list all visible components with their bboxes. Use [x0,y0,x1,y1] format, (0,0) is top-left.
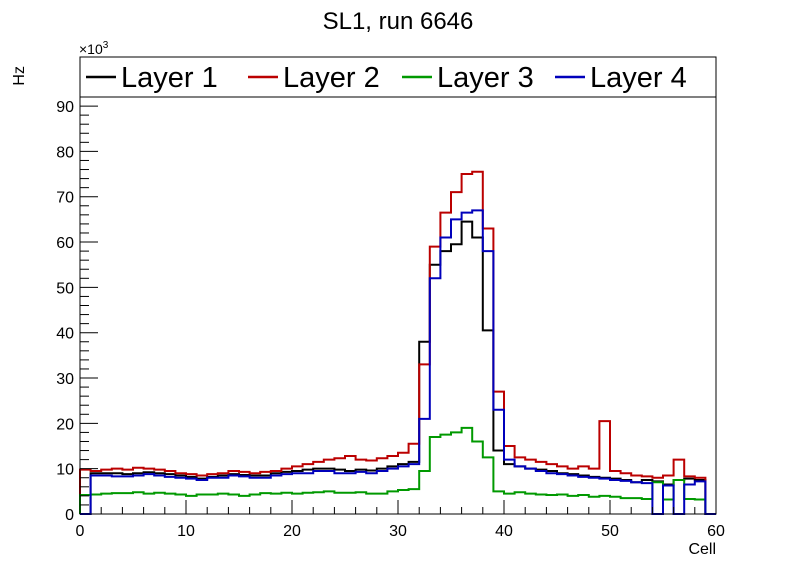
y-tick-label: 0 [65,507,74,524]
legend-label-layer-4: Layer 4 [590,62,687,94]
plot-area [79,170,716,515]
y-tick-label: 80 [56,144,74,161]
chart-title: SL1, run 6646 [323,8,474,35]
axes: 0 10 20 30 40 50 60 0 10 20 30 40 50 60 70 80 90 [56,96,725,540]
x-axis-label: Cell [688,541,716,558]
y-tick-label: 90 [56,99,74,116]
y-axis-multiplier-exponent: 3 [103,40,109,51]
x-tick-label: 0 [76,523,85,540]
y-axis-multiplier-base: ×10 [79,41,103,57]
x-tick-label: 30 [389,523,407,540]
x-tick-label: 20 [283,523,301,540]
y-tick-label: 10 [56,462,74,479]
y-tick-label: 60 [56,235,74,252]
y-tick-label: 30 [56,371,74,388]
series-line-layer-2 [79,170,716,515]
legend-label-layer-2: Layer 2 [283,62,380,94]
x-tick-label: 40 [495,523,513,540]
series-line-layer-4 [80,209,716,515]
legend: Layer 1 Layer 2 Layer 3 Layer 4 [79,56,717,98]
legend-label-layer-1: Layer 1 [121,62,218,94]
x-tick-label: 50 [601,523,619,540]
x-tick-label: 10 [177,523,195,540]
y-tick-label: 70 [56,190,74,207]
y-tick-label: 50 [56,280,74,297]
y-tick-label: 20 [56,416,74,433]
y-axis-label: Hz [11,66,28,86]
legend-label-layer-3: Layer 3 [437,62,534,94]
y-axis-multiplier: ×103 [79,40,109,57]
y-tick-label: 40 [56,326,74,343]
x-tick-label: 60 [707,523,725,540]
legend-box [79,56,717,98]
series-line-layer-3 [79,426,716,515]
